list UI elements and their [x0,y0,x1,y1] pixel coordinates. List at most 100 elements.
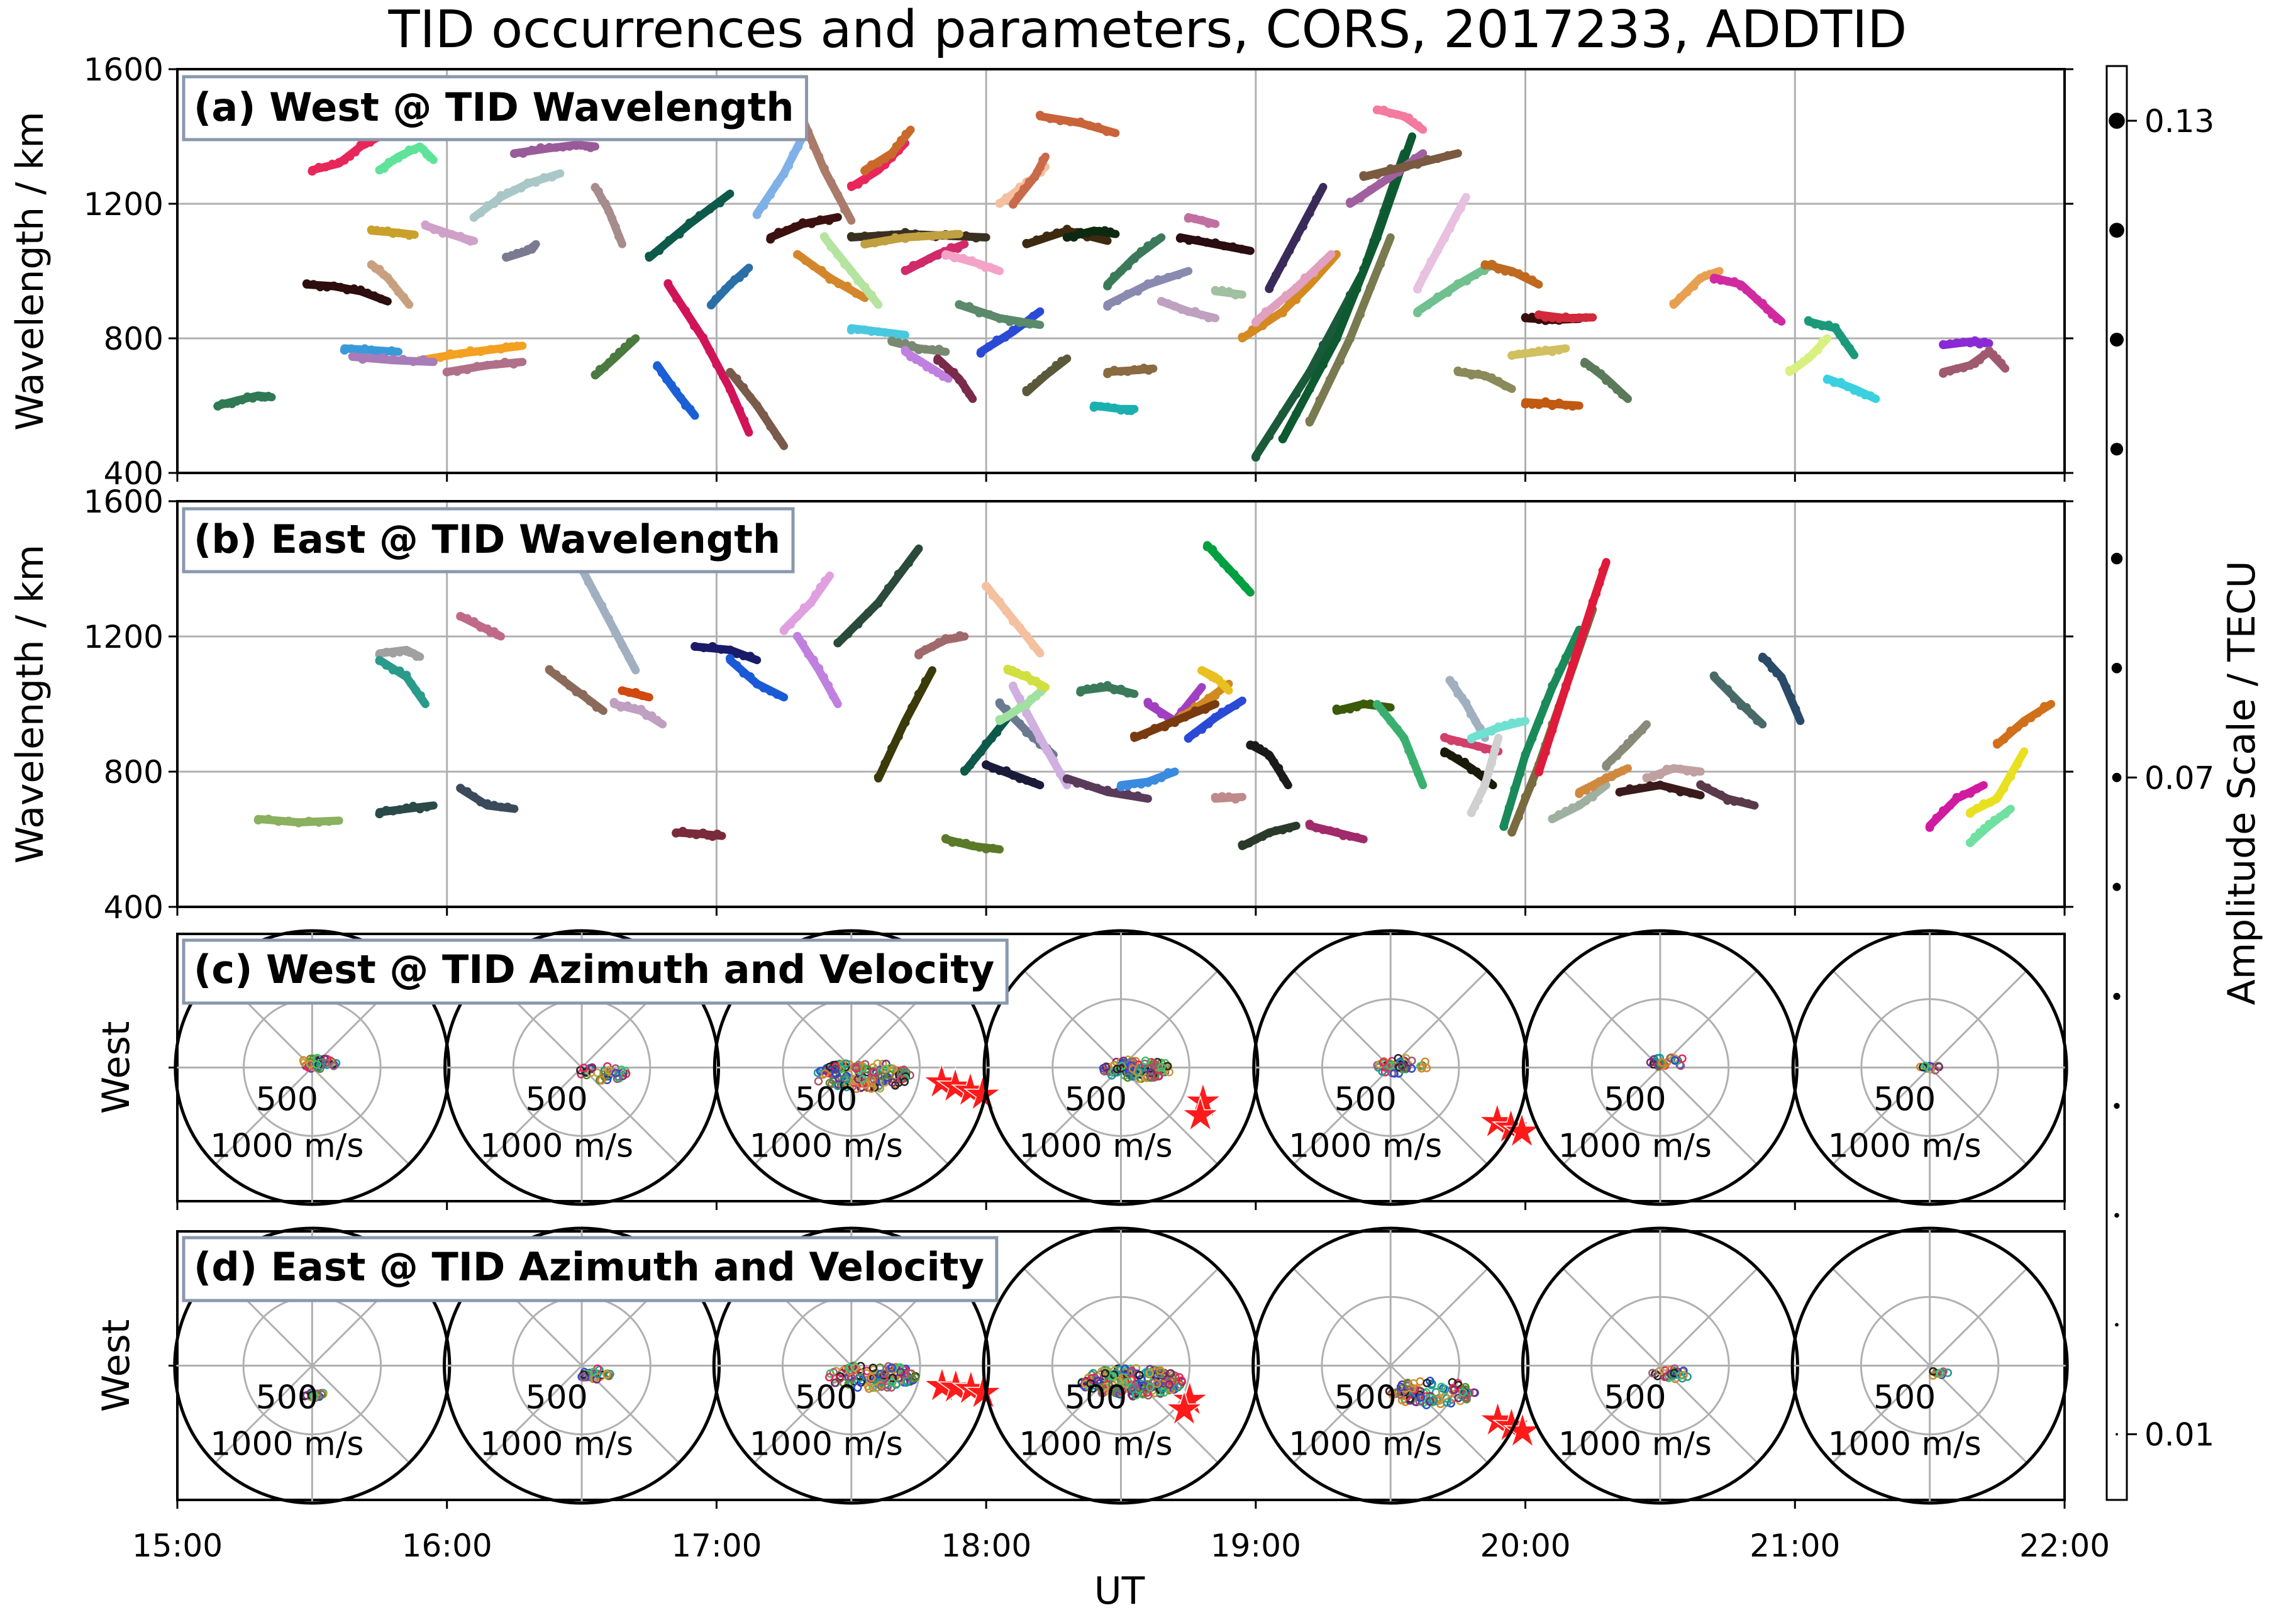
y-axis-label: West [94,1021,138,1114]
series-point-s18 [685,404,695,414]
series-point-t51 [1575,789,1584,799]
series-point-s11 [540,173,549,182]
series-point-t24 [1002,766,1011,775]
series-point-t53 [1669,764,1678,774]
polar-point [1166,1369,1175,1378]
y-axis-label: Wavelength / km [8,545,52,863]
series-point-t58 [1925,823,1934,832]
series-point-s58 [1390,182,1399,191]
series-point-s58 [1319,360,1328,369]
series-point-t6 [469,792,479,801]
polar-spoke [1929,1067,2027,1165]
series-point-t34 [1190,706,1200,716]
series-point-t4 [416,691,425,700]
series-point-t12 [716,645,726,654]
polar-point [1124,1377,1133,1386]
series-point-t48 [1528,779,1537,788]
series-point-s20 [663,279,673,288]
series-point-s35 [921,345,930,354]
series-point-t27 [1022,701,1031,709]
ring-label-1000: 1000 m/s [1558,1128,1712,1165]
polar-point [844,1380,853,1389]
series-point-s57 [1319,340,1328,350]
series-point-t14 [816,582,825,592]
ring-label-1000: 1000 m/s [1828,1128,1982,1165]
series-point-s73 [1758,299,1767,308]
series-point-t20 [1022,631,1031,640]
series-point-s76 [1836,377,1846,387]
series-point-t53 [1689,767,1699,777]
polar-point [321,1058,330,1068]
series-point-t13 [732,661,741,670]
polar-point [814,1077,823,1086]
y-tick-label: 800 [104,754,164,791]
series-point-t16 [833,638,843,648]
series-point-t22 [995,698,1004,708]
series-point-t7 [584,577,593,587]
series-point-s55 [1265,284,1274,294]
series-point-t2 [402,803,411,813]
series-point-t47 [1555,667,1564,676]
ring-label-1000: 1000 m/s [480,1128,633,1165]
series-point-t43 [1473,741,1483,751]
series-point-s52 [1116,367,1126,376]
series-point-s70 [1528,400,1537,409]
series-point-t40 [1339,704,1348,714]
series-point-s69 [1568,314,1577,323]
polar-spoke [214,1365,313,1464]
series-point-s61 [1372,105,1382,114]
series-point-s42 [1032,235,1041,245]
series-point-t15 [824,681,833,691]
series-point-t25 [1123,689,1133,698]
series-point-t16 [904,558,913,568]
series-point-s2 [351,147,360,157]
polar-point [1146,1068,1156,1078]
polar-point [1109,1385,1119,1394]
series-point-t23 [1009,681,1018,691]
series-point-t41 [1414,769,1423,778]
series-point-t16 [863,608,873,618]
series-point-s52 [1123,367,1133,376]
series-point-t29 [1156,709,1166,719]
series-point-t33 [1204,719,1213,728]
series-point-s62 [1451,213,1460,223]
series-point-t54 [1645,781,1655,791]
x-tick-label: 20:00 [1480,1528,1571,1564]
series-point-s32 [909,261,918,270]
series-point-t41 [1404,746,1414,755]
series-point-t5 [476,623,485,632]
series-point-s58 [1342,306,1351,316]
series-point-s63 [1413,160,1423,169]
series-point-s46 [1116,267,1126,276]
series-point-s61 [1386,109,1395,118]
series-point-s44 [1035,111,1045,120]
series-point-t48 [1521,792,1530,802]
series-point-s54 [1238,333,1247,341]
series-point-s6 [358,355,367,364]
series-point-t35 [1213,552,1223,562]
series-point-s53 [1224,287,1233,296]
colorbar-marker [2111,663,2122,674]
series-point-t25 [1089,684,1099,693]
series-point-t14 [786,619,796,629]
series-point-s34 [873,327,883,336]
series-point-s36 [901,346,910,355]
series-point-t44 [1467,735,1476,743]
series-point-s47 [1103,302,1112,311]
colorbar-marker [2110,333,2124,347]
series-point-t59 [1979,799,1988,808]
series-point-t23 [1022,709,1031,718]
series-point-s2 [321,162,330,172]
y-tick-label: 400 [104,455,164,492]
series-point-s78 [1945,367,1955,376]
series-point-t30 [1143,778,1153,787]
series-point-t40 [1345,704,1355,714]
series-point-t1 [253,816,263,824]
polar-plot: 500 1000 m/s [1521,929,1799,1206]
series-point-s16 [509,360,518,369]
polar-spoke [1832,970,1931,1068]
series-point-s49 [1237,245,1246,254]
series-point-t50 [1568,803,1577,813]
series-point-s25 [772,179,782,188]
